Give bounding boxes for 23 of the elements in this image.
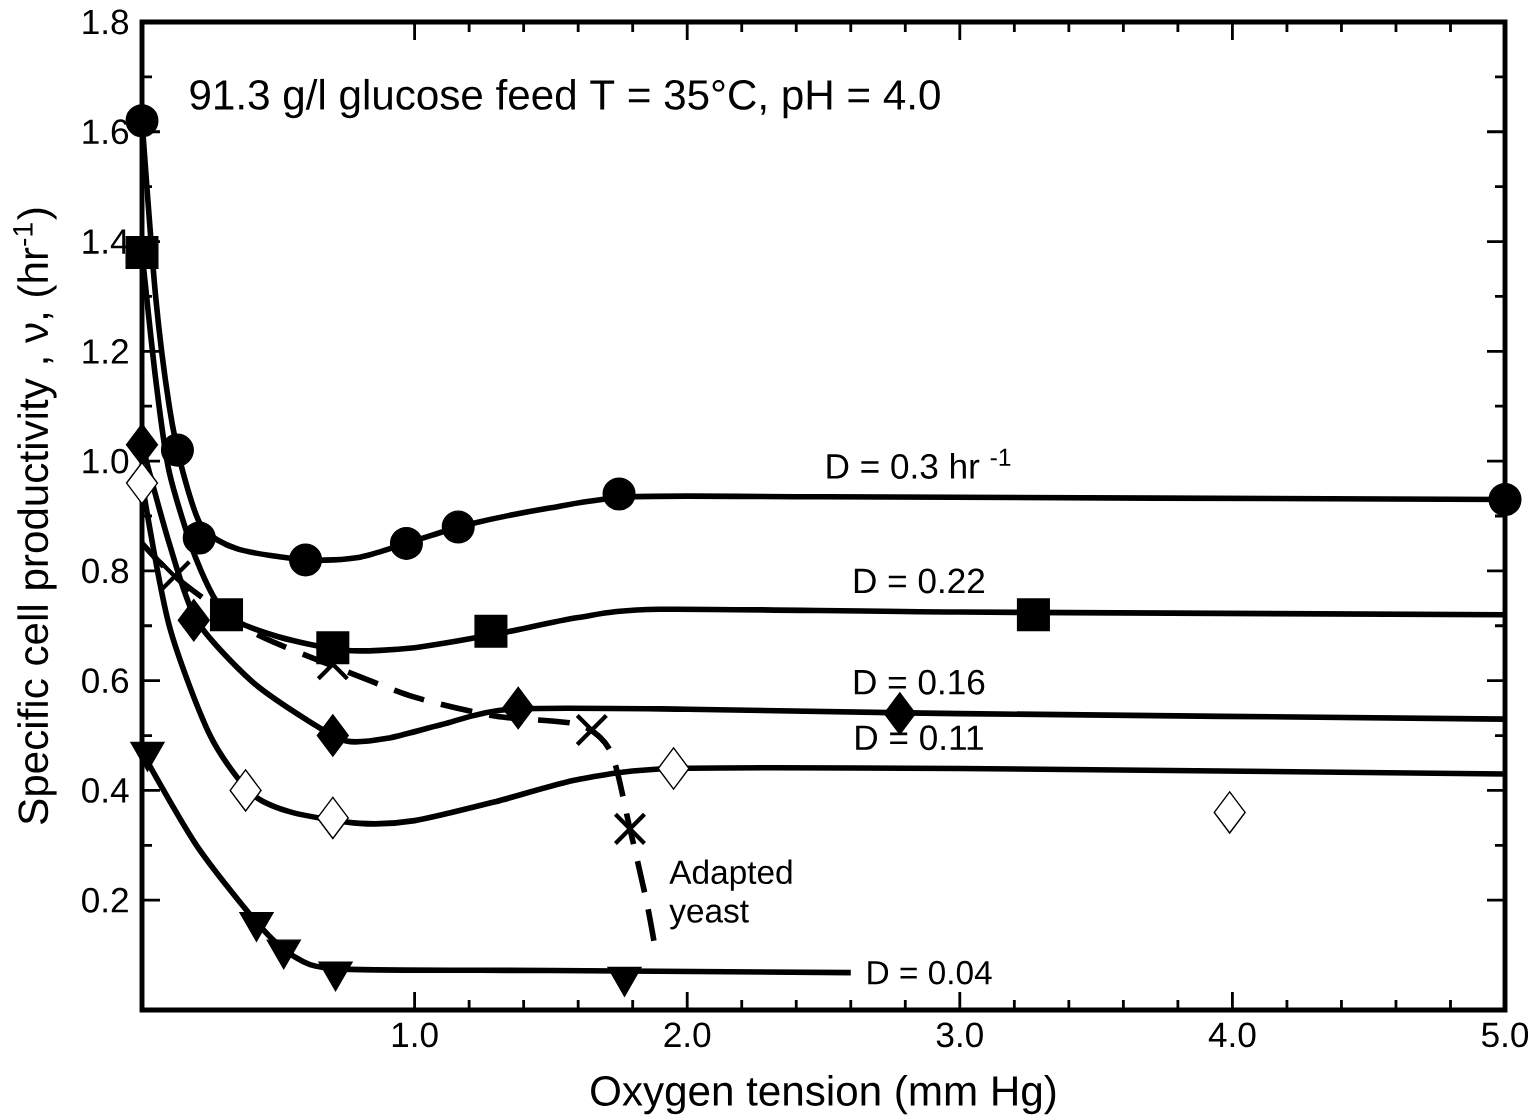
series-label: D = 0.16 — [854, 669, 985, 695]
series-label: Adapted yeast — [669, 859, 792, 930]
x-tick-label: 4.0 — [1208, 1022, 1256, 1048]
y-tick-label: 0.8 — [82, 558, 129, 584]
y-tick-label: 0.6 — [82, 668, 129, 694]
x-axis-title: Oxygen tension (mm Hg) — [591, 1074, 1056, 1115]
y-tick-label: 1.6 — [83, 119, 129, 145]
series-label: D = 0.3 hr $^{-1}$ — [827, 448, 1011, 479]
y-tick-label: 1.0 — [83, 448, 129, 474]
y-tick-label: 0.2 — [82, 887, 128, 913]
y-tick-label: 1.8 — [83, 9, 129, 35]
series-label: D = 0.22 — [854, 568, 985, 594]
y-tick-label: 1.4 — [83, 229, 129, 254]
y-axis-title: Specific cell productivity , ν, (hr$^{-1}$) — [13, 208, 57, 824]
x-tick-label: 3.0 — [936, 1022, 983, 1048]
series-label: D = 0.04 — [868, 960, 992, 985]
x-tick-label: 1.0 — [392, 1022, 438, 1048]
x-tick-label: 5.0 — [1482, 1022, 1529, 1048]
y-tick-label: 1.2 — [83, 339, 128, 364]
y-tick-label: 0.4 — [82, 778, 129, 803]
series-label: D = 0.11 — [856, 725, 983, 751]
x-tick-label: 2.0 — [664, 1022, 711, 1048]
text: 91.3 g/l glucose feed T = 35°C, pH = 4.0 — [190, 78, 940, 119]
